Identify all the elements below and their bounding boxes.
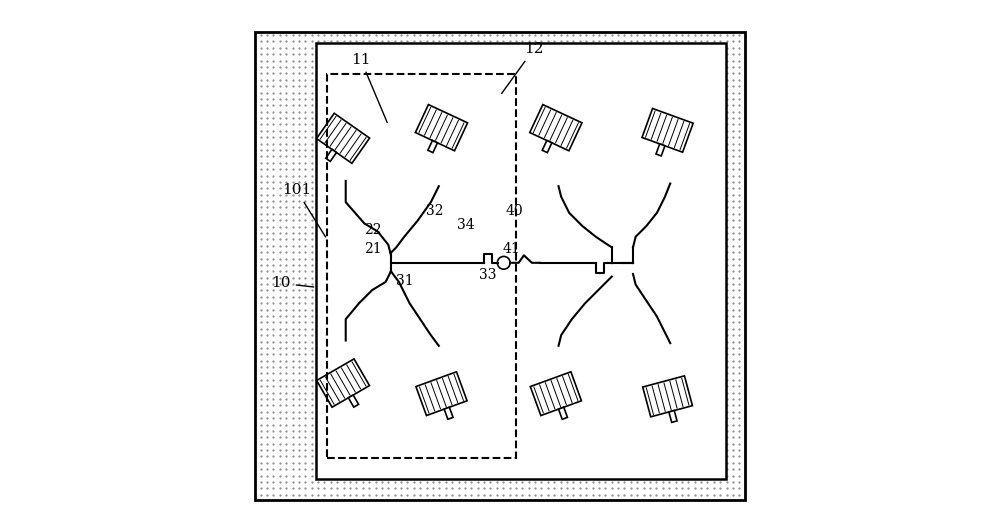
- Polygon shape: [559, 407, 567, 419]
- Polygon shape: [415, 105, 468, 151]
- Polygon shape: [348, 395, 359, 407]
- Polygon shape: [444, 407, 453, 419]
- Bar: [255, 32, 745, 500]
- Bar: [316, 43, 726, 479]
- Polygon shape: [326, 149, 336, 161]
- Polygon shape: [530, 372, 581, 415]
- Polygon shape: [542, 140, 552, 153]
- Polygon shape: [669, 411, 677, 422]
- Text: 33: 33: [479, 268, 496, 282]
- Text: 40: 40: [505, 204, 523, 219]
- Polygon shape: [642, 109, 693, 152]
- Text: 21: 21: [364, 242, 382, 256]
- Polygon shape: [530, 105, 582, 151]
- Polygon shape: [656, 144, 665, 156]
- Polygon shape: [317, 359, 369, 407]
- Text: 10: 10: [271, 276, 314, 290]
- Text: 32: 32: [426, 204, 443, 219]
- Text: 12: 12: [502, 42, 543, 94]
- Polygon shape: [317, 113, 370, 163]
- Text: 41: 41: [503, 242, 520, 256]
- Polygon shape: [643, 376, 692, 417]
- Text: 101: 101: [282, 183, 326, 237]
- Bar: [327, 74, 516, 458]
- Text: 22: 22: [364, 223, 382, 237]
- Text: 31: 31: [396, 273, 414, 288]
- Text: 11: 11: [351, 53, 387, 122]
- Polygon shape: [428, 140, 437, 153]
- Text: 34: 34: [457, 218, 475, 232]
- Polygon shape: [416, 372, 467, 415]
